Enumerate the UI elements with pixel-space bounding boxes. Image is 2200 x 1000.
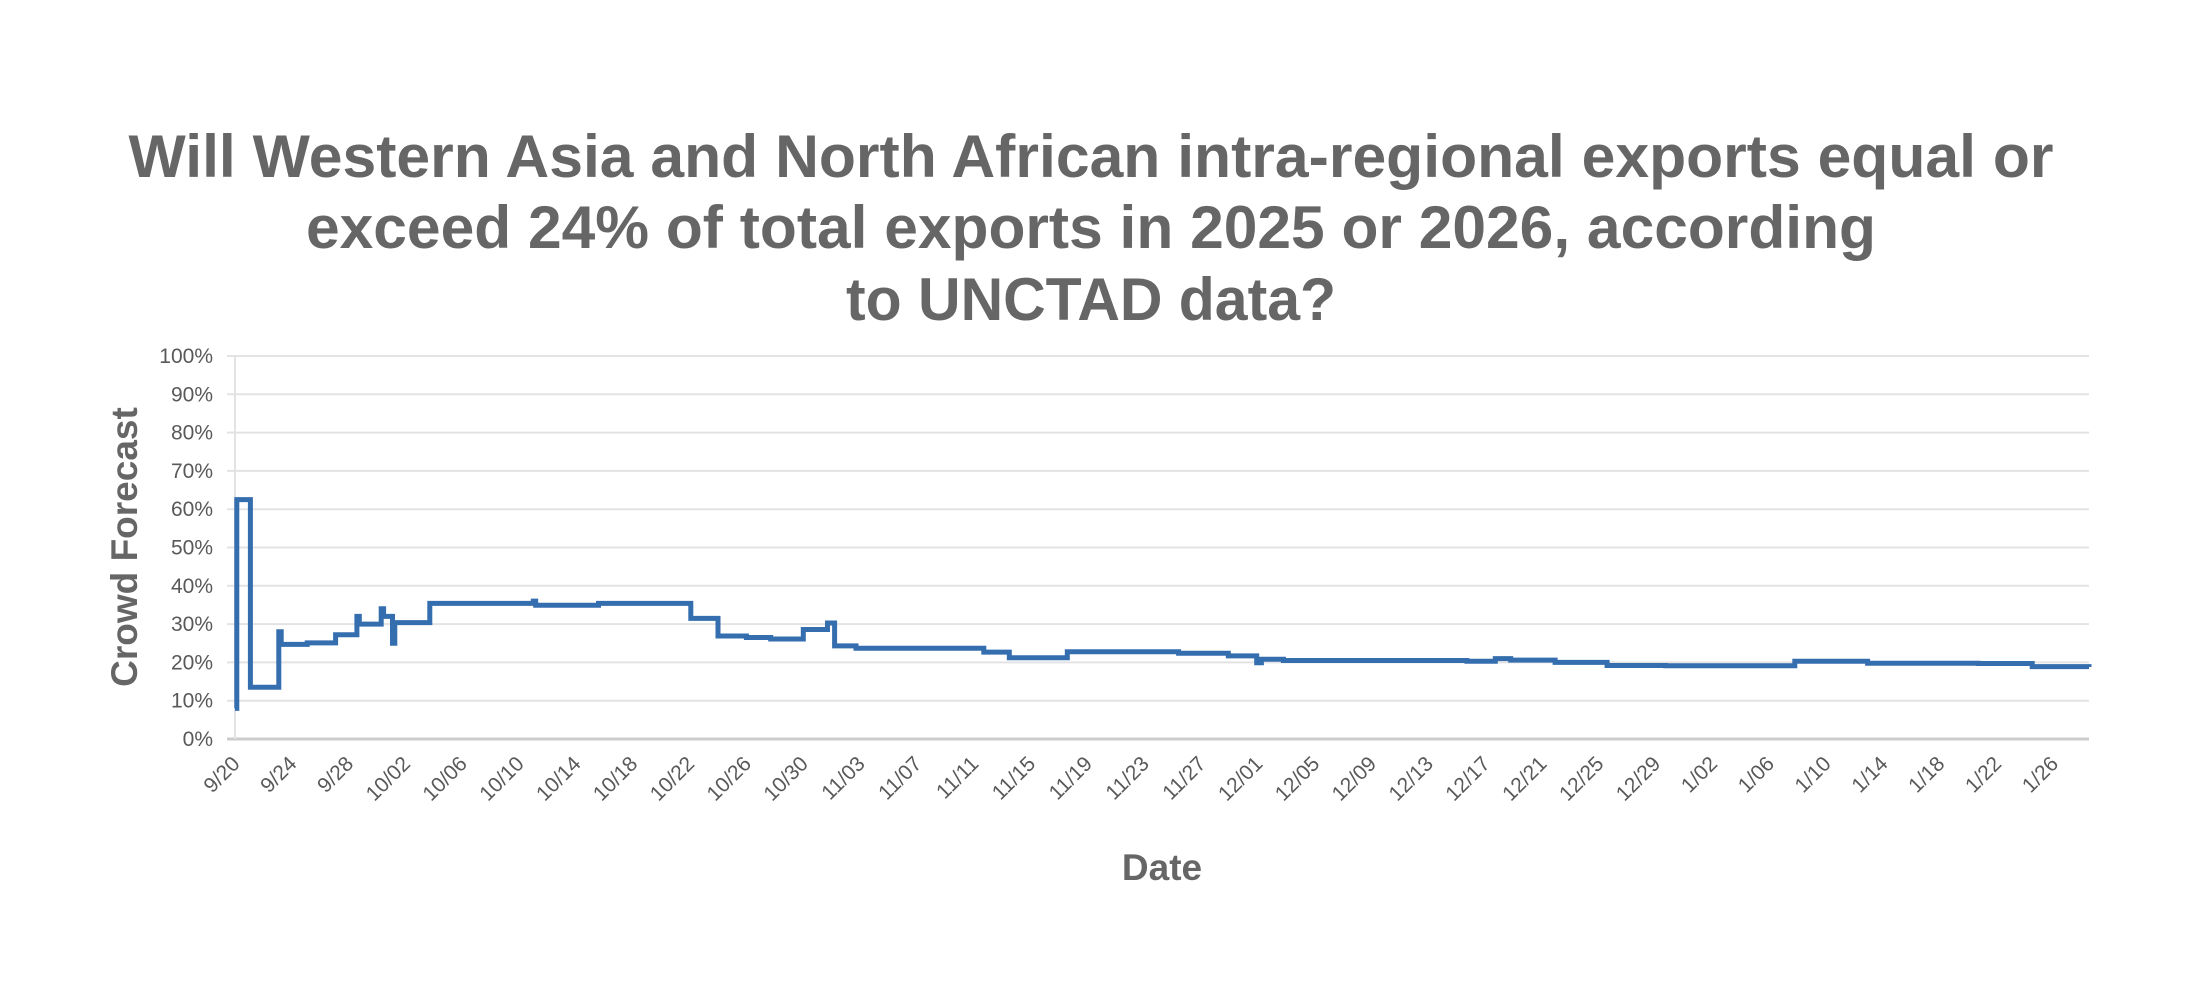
y-tick-label: 80% (171, 422, 213, 445)
title-line-3: to UNCTAD data? (846, 266, 1336, 333)
y-tick-label: 40% (171, 575, 213, 598)
y-tick-label: 20% (171, 651, 213, 674)
series-group (234, 497, 2092, 711)
series-line (234, 497, 2092, 711)
chart-title: Will Western Asia and North African intr… (129, 123, 2054, 333)
title-line-2: exceed 24% of total exports in 2025 or 2… (306, 194, 1876, 261)
y-axis-ticks: 0% 10% 20% 30% 40% 50% 60% 70% 80% 90% 100% (159, 345, 213, 751)
y-tick-label: 90% (171, 383, 213, 406)
y-tick-label: 10% (171, 690, 213, 713)
y-tick-label: 0% (183, 728, 213, 751)
y-axis-title: Crowd Forecast (104, 407, 145, 687)
y-tick-label: 100% (159, 345, 213, 368)
y-tick-label: 50% (171, 537, 213, 560)
x-axis-title: Date (1122, 847, 1202, 888)
y-tick-label: 70% (171, 460, 213, 483)
y-tick-label: 30% (171, 613, 213, 636)
title-line-1: Will Western Asia and North African intr… (129, 123, 2054, 190)
y-tick-label: 60% (171, 498, 213, 521)
gridlines (227, 355, 2089, 702)
